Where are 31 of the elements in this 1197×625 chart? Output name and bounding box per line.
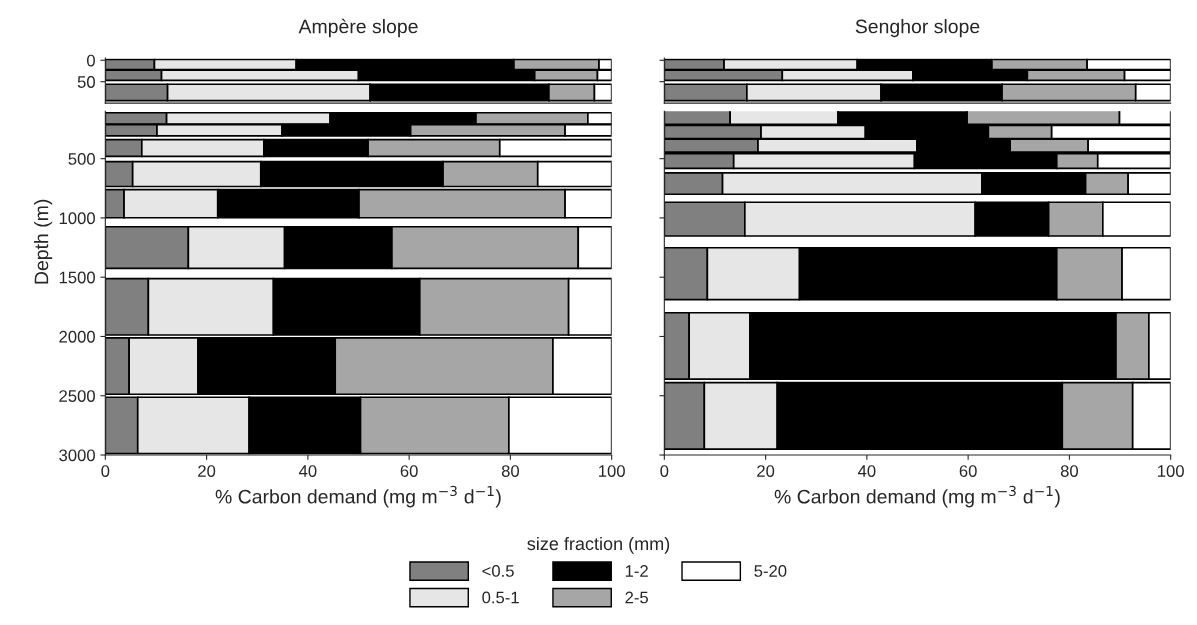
y-tick-label: 3000	[59, 449, 95, 462]
x-tick-label: 80	[501, 465, 520, 477]
x-tick-label: 100	[1158, 465, 1184, 477]
x-tick-label: 20	[757, 465, 775, 477]
y-tick-label: 50	[77, 76, 95, 88]
legend-label: 5-20	[754, 565, 787, 577]
x-tick-label: 40	[298, 465, 317, 477]
legend-label: <0.5	[482, 565, 514, 577]
x-tick-label: 60	[959, 465, 977, 477]
chart-title: Ampère slope	[298, 18, 418, 38]
x-tick-label: 40	[857, 465, 876, 477]
legend-title: size fraction (mm)	[527, 536, 670, 554]
x-axis-title: % Carbon demand (mg m$^{−3}$ d$^{−1}$)	[215, 485, 501, 508]
y-tick-label: 2500	[59, 390, 95, 402]
x-tick-label: 80	[1060, 465, 1079, 477]
x-axis-title: % Carbon demand (mg m$^{−3}$ d$^{−1}$)	[774, 485, 1060, 508]
y-tick-label: 500	[68, 153, 95, 165]
y-tick-label: 1000	[59, 212, 95, 225]
y-tick-label: 0	[87, 54, 95, 67]
x-tick-label: 60	[400, 465, 418, 477]
y-tick-label: 2000	[59, 330, 95, 343]
legend-label: 1-2	[625, 565, 648, 577]
legend-label: 0.5-1	[482, 591, 519, 604]
y-tick-label: 1500	[59, 271, 95, 284]
x-tick-label: 0	[660, 465, 669, 477]
x-tick-label: 100	[599, 465, 625, 477]
y-axis-title: Depth (m)	[34, 199, 53, 284]
x-tick-label: 20	[198, 465, 216, 477]
chart-title: Senghor slope	[855, 19, 980, 38]
x-tick-label: 0	[101, 465, 110, 477]
legend-label: 2-5	[625, 591, 648, 604]
